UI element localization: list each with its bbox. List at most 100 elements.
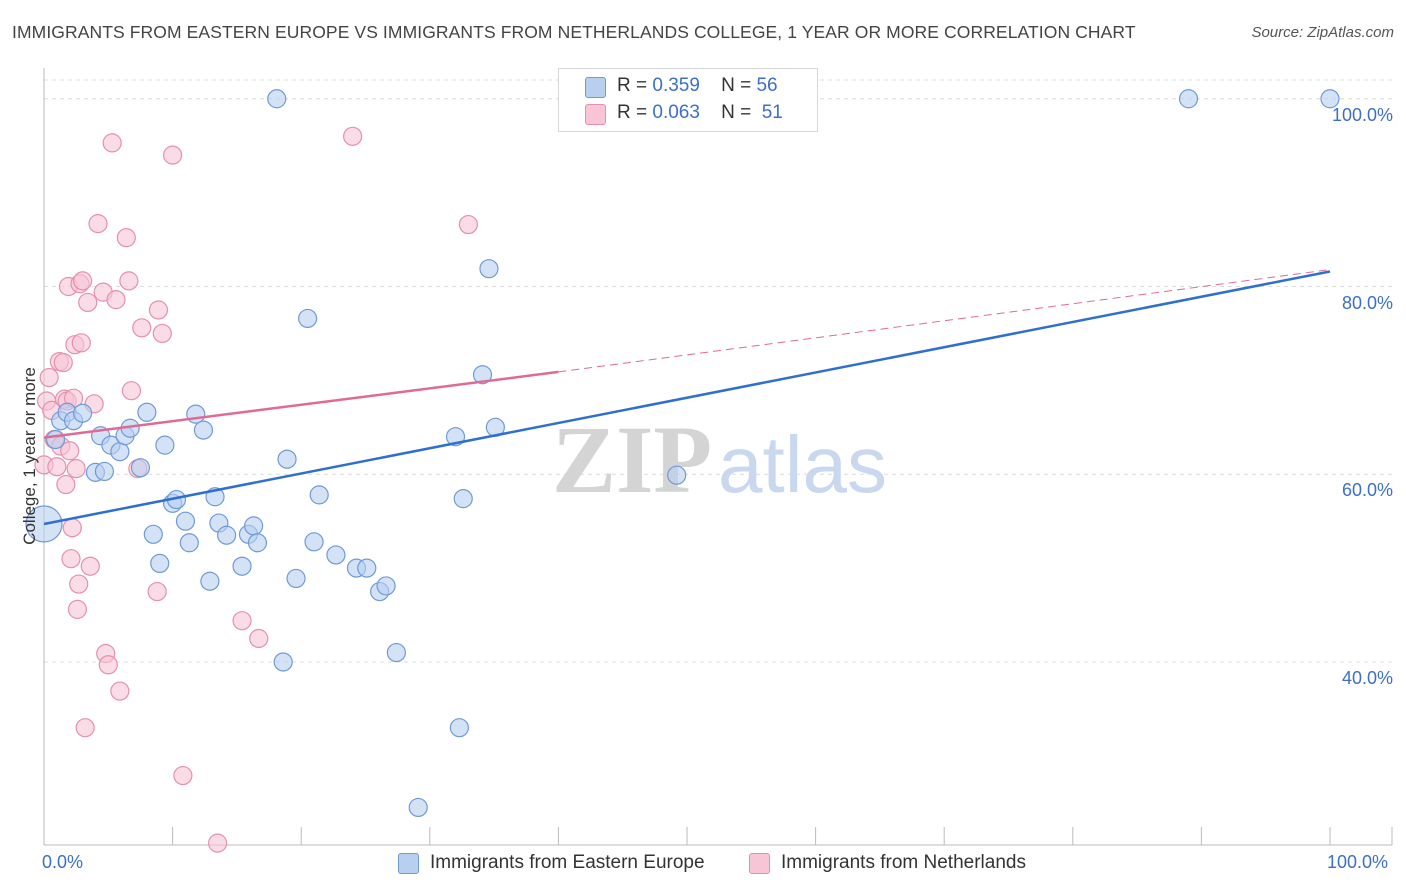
r-value: 0.359 [652, 75, 700, 96]
blue-point [247, 533, 268, 553]
watermark-atlas: atlas [718, 420, 887, 509]
blue-points [25, 89, 1340, 818]
blue-point [479, 259, 499, 279]
legend-text-pink: R = 0.063 N = 51 [617, 102, 783, 124]
pink-point [62, 518, 82, 538]
pink-point [208, 833, 228, 853]
blue-point [309, 485, 329, 505]
n-label: N = [721, 75, 752, 96]
blue-point [472, 365, 493, 385]
blue-point [277, 449, 297, 469]
blue-point [130, 458, 151, 478]
pink-point [343, 126, 363, 146]
pink-point [121, 381, 142, 401]
pink-point [110, 681, 130, 701]
pink-swatch [749, 853, 770, 874]
trend-lines [43, 269, 1331, 526]
bottom-legend-blue-label: Immigrants from Eastern Europe [430, 852, 705, 873]
x-tick-label-min: 0.0% [42, 852, 84, 872]
n-value: 56 [756, 75, 778, 96]
blue-point [200, 571, 220, 591]
blue-point [298, 308, 318, 329]
chart-title: IMMIGRANTS FROM EASTERN EUROPE VS IMMIGR… [12, 22, 1136, 42]
pink-point [116, 228, 136, 248]
blue-point [45, 429, 66, 450]
legend-text-blue: R = 0.359 N = 56 [617, 75, 778, 97]
pink-point [53, 352, 73, 373]
pink-point [132, 318, 152, 338]
blue-point [193, 420, 214, 440]
n-label: N = [721, 102, 752, 123]
blue-trend-line [43, 270, 1331, 526]
r-label: R = [617, 102, 648, 123]
blue-point [155, 435, 175, 455]
y-tick-label: 60.0% [1341, 480, 1393, 501]
y-tick-label: 40.0% [1341, 667, 1393, 688]
pink-point [148, 300, 169, 320]
pink-point [75, 718, 95, 738]
blue-point [217, 525, 237, 545]
blue-point [143, 524, 163, 544]
pink-point [47, 457, 67, 477]
pink-point [61, 549, 81, 569]
blue-point [94, 461, 115, 482]
pink-point [249, 628, 269, 649]
blue-point [179, 533, 199, 553]
watermark: ZIP atlas [552, 406, 887, 513]
blue-point [453, 489, 473, 509]
blue-point [386, 642, 406, 663]
pink-point [152, 323, 172, 344]
pink-point [98, 655, 118, 675]
source-label: Source: ZipAtlas.com [1251, 24, 1394, 41]
correlation-legend: R = 0.359 N = 56 R = 0.063 N = 51 [558, 68, 818, 132]
blue-point [357, 558, 377, 578]
pink-point [232, 611, 252, 631]
blue-point [137, 402, 157, 422]
pink-point [163, 145, 183, 165]
pink-point [56, 474, 76, 495]
blue-point [186, 404, 206, 424]
bottom-legend-pink-label: Immigrants from Netherlands [781, 852, 1026, 873]
pink-trend-line [43, 370, 559, 439]
blue-point [150, 553, 170, 574]
pink-point [173, 765, 193, 786]
blue-point [72, 403, 93, 423]
blue-point [304, 532, 324, 552]
pink-point [66, 459, 86, 479]
blue-point [244, 516, 264, 536]
n-value: 51 [761, 102, 783, 123]
pink-point [147, 581, 167, 602]
pink-point [71, 333, 91, 353]
blue-point [667, 465, 687, 485]
pink-point [69, 574, 89, 594]
blue-point [326, 545, 346, 565]
pink-point [88, 214, 108, 234]
pink-trend-extension [558, 269, 1331, 373]
watermark-zip: ZIP [552, 406, 712, 513]
pink-swatch [585, 104, 606, 125]
pink-points [34, 126, 478, 853]
pink-point [67, 599, 88, 619]
x-tick-label-max: 100.0% [1327, 852, 1389, 872]
blue-point [1320, 89, 1340, 109]
blue-swatch [585, 77, 606, 98]
pink-point [72, 271, 93, 291]
blue-point [110, 442, 130, 462]
blue-point [1178, 89, 1199, 109]
blue-point [286, 568, 306, 589]
blue-point [449, 718, 469, 738]
pink-point [458, 214, 478, 235]
pink-point [102, 133, 122, 153]
blue-point [408, 797, 428, 818]
blue-point [175, 511, 196, 531]
blue-point [232, 556, 252, 576]
blue-swatch [398, 853, 419, 874]
y-tick-label: 80.0% [1341, 292, 1393, 313]
pink-point [60, 441, 80, 461]
r-label: R = [617, 75, 648, 96]
blue-point [273, 652, 293, 672]
blue-point [376, 576, 396, 596]
y-tick-label: 100.0% [1331, 104, 1393, 125]
pink-point [78, 292, 98, 313]
